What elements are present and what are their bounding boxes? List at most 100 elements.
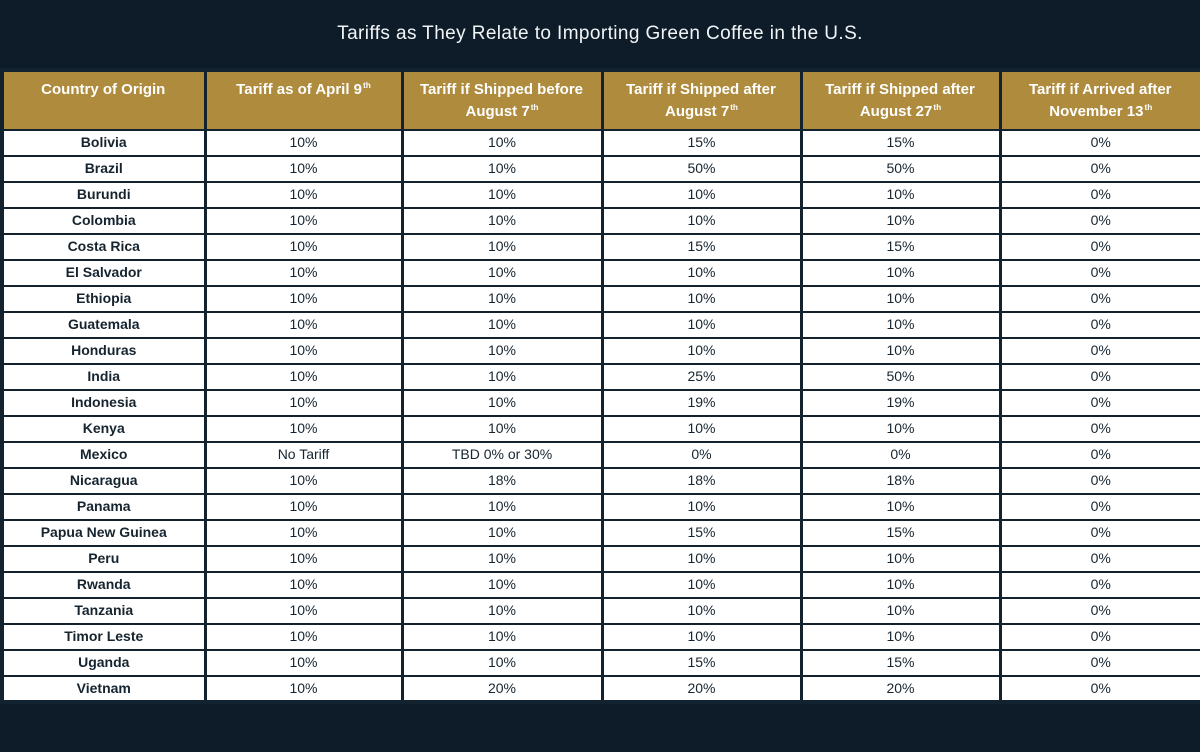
tariff-value-cell: 10% bbox=[400, 493, 604, 521]
tariff-value-cell: 10% bbox=[799, 337, 1002, 365]
column-header: Tariff as of April 9th bbox=[203, 69, 404, 131]
ordinal-superscript: th bbox=[1144, 102, 1153, 112]
tariff-value-cell: 0% bbox=[998, 623, 1200, 651]
country-cell: Indonesia bbox=[0, 389, 207, 417]
tariff-value-cell: 10% bbox=[400, 181, 604, 209]
column-header-text: Tariff as of April 9 bbox=[236, 80, 363, 98]
tariff-value-cell: 10% bbox=[600, 545, 803, 573]
tariff-value-cell: 10% bbox=[203, 363, 404, 391]
tariff-value-cell: 19% bbox=[799, 389, 1002, 417]
tariff-value-cell: 10% bbox=[600, 623, 803, 651]
country-cell: Vietnam bbox=[0, 675, 207, 703]
tariff-value-cell: 10% bbox=[203, 597, 404, 625]
tariff-value-cell: 10% bbox=[203, 311, 404, 339]
tariff-value-cell: 10% bbox=[400, 285, 604, 313]
tariff-value-cell: 20% bbox=[400, 675, 604, 703]
table-row: Colombia 10% 10% 10% 10% 0% bbox=[0, 207, 1200, 235]
tariff-value-cell: 10% bbox=[799, 623, 1002, 651]
tariff-value-cell: 10% bbox=[799, 285, 1002, 313]
country-cell: Tanzania bbox=[0, 597, 207, 625]
tariff-table: Country of Origin Tariff as of April 9th T… bbox=[0, 68, 1200, 704]
tariff-value-cell: 10% bbox=[400, 233, 604, 261]
tariff-value-cell: 10% bbox=[799, 311, 1002, 339]
title-band: Tariffs as They Relate to Importing Gree… bbox=[0, 0, 1200, 68]
country-cell: Colombia bbox=[0, 207, 207, 235]
tariff-value-cell: 10% bbox=[203, 415, 404, 443]
tariff-value-cell: 0% bbox=[998, 415, 1200, 443]
tariff-value-cell: 0% bbox=[998, 155, 1200, 183]
tariff-value-cell: 18% bbox=[799, 467, 1002, 495]
tariff-value-cell: 10% bbox=[400, 623, 604, 651]
tariff-value-cell: 10% bbox=[799, 493, 1002, 521]
column-header: Tariff if Shipped after August 27th bbox=[799, 69, 1002, 131]
table-row: Indonesia 10% 10% 19% 19% 0% bbox=[0, 389, 1200, 417]
column-header-line: November 13th bbox=[1008, 101, 1195, 123]
table-row: Peru 10% 10% 10% 10% 0% bbox=[0, 545, 1200, 573]
tariff-value-cell: 50% bbox=[600, 155, 803, 183]
column-header-text: Tariff if Shipped before bbox=[419, 80, 584, 98]
table-body: Bolivia 10% 10% 15% 15% 0% Brazil 10% 10% 50% 50% 0… bbox=[0, 129, 1200, 703]
tariff-value-cell: 18% bbox=[600, 467, 803, 495]
tariff-value-cell: 10% bbox=[203, 233, 404, 261]
table-row: Kenya 10% 10% 10% 10% 0% bbox=[0, 415, 1200, 443]
tariff-value-cell: 10% bbox=[799, 181, 1002, 209]
table-row: Tanzania 10% 10% 10% 10% 0% bbox=[0, 597, 1200, 625]
tariff-value-cell: 10% bbox=[400, 155, 604, 183]
table-row: El Salvador 10% 10% 10% 10% 0% bbox=[0, 259, 1200, 287]
column-header-line: Tariff if Shipped before bbox=[410, 79, 595, 101]
tariff-value-cell: 0% bbox=[998, 259, 1200, 287]
country-cell: Rwanda bbox=[0, 571, 207, 599]
tariff-value-cell: 10% bbox=[400, 415, 604, 443]
country-cell: India bbox=[0, 363, 207, 391]
tariff-value-cell: 50% bbox=[799, 155, 1002, 183]
country-cell: Bolivia bbox=[0, 129, 207, 157]
tariff-value-cell: 10% bbox=[203, 129, 404, 157]
tariff-value-cell: 10% bbox=[600, 597, 803, 625]
ordinal-superscript: th bbox=[933, 102, 942, 112]
tariff-value-cell: 10% bbox=[203, 623, 404, 651]
tariff-value-cell: 0% bbox=[799, 441, 1002, 469]
country-cell: Kenya bbox=[0, 415, 207, 443]
tariff-value-cell: TBD 0% or 30% bbox=[400, 441, 604, 469]
table-row: Nicaragua 10% 18% 18% 18% 0% bbox=[0, 467, 1200, 495]
country-cell: Ethiopia bbox=[0, 285, 207, 313]
column-header-line bbox=[213, 101, 395, 123]
tariff-value-cell: 10% bbox=[203, 155, 404, 183]
table-row: Brazil 10% 10% 50% 50% 0% bbox=[0, 155, 1200, 183]
tariff-value-cell: 10% bbox=[203, 285, 404, 313]
country-cell: Honduras bbox=[0, 337, 207, 365]
country-cell: Mexico bbox=[0, 441, 207, 469]
table-row: Costa Rica 10% 10% 15% 15% 0% bbox=[0, 233, 1200, 261]
tariff-value-cell: 15% bbox=[600, 129, 803, 157]
tariff-value-cell: 10% bbox=[400, 363, 604, 391]
table-row: Panama 10% 10% 10% 10% 0% bbox=[0, 493, 1200, 521]
table-row: Burundi 10% 10% 10% 10% 0% bbox=[0, 181, 1200, 209]
table-row: Vietnam 10% 20% 20% 20% 0% bbox=[0, 675, 1200, 703]
tariff-value-cell: 15% bbox=[600, 649, 803, 677]
column-header-text: Tariff if Shipped after bbox=[626, 80, 776, 98]
country-cell: Costa Rica bbox=[0, 233, 207, 261]
tariff-value-cell: 0% bbox=[998, 675, 1200, 703]
tariff-value-cell: 10% bbox=[203, 675, 404, 703]
column-header-line: August 27th bbox=[809, 101, 993, 123]
country-cell: Nicaragua bbox=[0, 467, 207, 495]
country-cell: Peru bbox=[0, 545, 207, 573]
tariff-value-cell: 0% bbox=[998, 389, 1200, 417]
tariff-value-cell: 10% bbox=[203, 337, 404, 365]
table-header: Country of Origin Tariff as of April 9th T… bbox=[0, 69, 1200, 131]
tariff-value-cell: 0% bbox=[998, 363, 1200, 391]
tariff-value-cell: 0% bbox=[998, 597, 1200, 625]
column-header: Tariff if Shipped after August 7th bbox=[600, 69, 803, 131]
country-cell: Brazil bbox=[0, 155, 207, 183]
column-header-line: Tariff if Arrived after bbox=[1008, 79, 1195, 101]
tariff-value-cell: 25% bbox=[600, 363, 803, 391]
tariff-value-cell: 0% bbox=[998, 311, 1200, 339]
column-header-text: August 27 bbox=[859, 102, 933, 120]
tariff-value-cell: 10% bbox=[600, 259, 803, 287]
tariff-value-cell: 10% bbox=[400, 649, 604, 677]
table-row: India 10% 10% 25% 50% 0% bbox=[0, 363, 1200, 391]
tariff-value-cell: 10% bbox=[400, 519, 604, 547]
tariff-value-cell: 10% bbox=[203, 649, 404, 677]
tariff-value-cell: 18% bbox=[400, 467, 604, 495]
